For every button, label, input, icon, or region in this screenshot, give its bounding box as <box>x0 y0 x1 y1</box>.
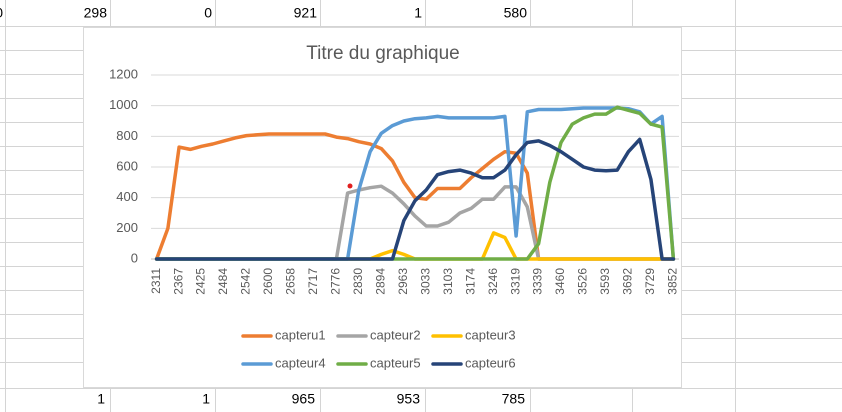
cell: 1 <box>414 5 422 21</box>
y-tick-label: 600 <box>116 158 138 173</box>
stray-marker <box>347 183 353 189</box>
x-tick-label: 3246 <box>486 268 500 295</box>
cell: 298 <box>84 5 108 21</box>
x-tick-label: 3103 <box>441 268 455 295</box>
legend-label: capteur5 <box>370 355 421 370</box>
x-tick-label: 2484 <box>216 268 230 295</box>
chart-title: Titre du graphique <box>306 43 460 64</box>
x-tick-label: 3460 <box>553 268 567 295</box>
x-tick-label: 2776 <box>329 268 343 295</box>
y-tick-label: 400 <box>116 189 138 204</box>
y-tick-label: 800 <box>116 128 138 143</box>
x-tick-label: 3729 <box>643 268 657 295</box>
x-tick-label: 2425 <box>194 268 208 295</box>
x-tick-label: 2311 <box>149 268 163 294</box>
y-tick-label: 1000 <box>109 97 138 112</box>
x-tick-label: 2894 <box>373 268 387 295</box>
x-tick-label: 3852 <box>666 268 680 295</box>
cell: 785 <box>502 391 526 407</box>
x-tick-label: 3593 <box>598 268 612 295</box>
x-tick-label: 2717 <box>306 268 320 295</box>
chart[interactable]: Titre du graphique 0 200 400 600 800 1000 1200… <box>83 27 683 389</box>
cell: 0 <box>204 5 212 21</box>
legend-label: capteru1 <box>275 327 326 342</box>
x-tick-label: 2367 <box>171 268 185 295</box>
x-tick-label: 3339 <box>531 268 545 295</box>
x-tick-label: 2830 <box>351 268 365 295</box>
legend-label: capteur2 <box>370 327 421 342</box>
y-tick-label: 200 <box>116 220 138 235</box>
y-tick-label: 1200 <box>109 66 138 81</box>
x-tick-label: 3526 <box>576 268 590 295</box>
x-tick-label: 3033 <box>418 268 432 295</box>
legend-label: capteur6 <box>465 355 516 370</box>
cell: 1 <box>202 391 210 407</box>
x-tick-label: 3174 <box>463 268 477 295</box>
cell: 921 <box>294 5 318 21</box>
x-tick-label: 2600 <box>261 268 275 295</box>
y-tick-label: 0 <box>131 250 138 265</box>
x-tick-label: 2542 <box>239 268 253 295</box>
x-tick-label: 2658 <box>284 268 298 295</box>
legend-label: capteur3 <box>465 327 516 342</box>
x-tick-label: 3319 <box>508 268 522 295</box>
cell: 1 <box>97 391 105 407</box>
series-line <box>154 137 676 261</box>
cell: 580 <box>504 5 528 21</box>
x-tick-label: 2963 <box>396 268 410 295</box>
cell: 965 <box>292 391 316 407</box>
chart-frame <box>83 27 682 388</box>
x-tick-label: 3692 <box>621 268 635 295</box>
cell: 953 <box>397 391 421 407</box>
legend-label: capteur4 <box>275 355 326 370</box>
cell: 0 <box>0 5 3 21</box>
